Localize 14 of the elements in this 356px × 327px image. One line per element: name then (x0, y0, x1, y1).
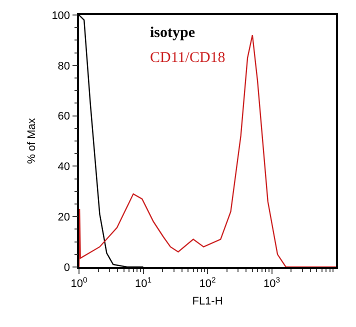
x-tick-label: 10$^{2}$ (199, 275, 216, 290)
y-tick-label: 100 (52, 10, 70, 22)
x-tick-label: 10$^{0}$ (70, 275, 88, 290)
y-tick-label: 0 (64, 262, 70, 274)
x-tick-label: 10$^{3}$ (263, 275, 280, 290)
y-axis-title: % of Max (26, 118, 38, 164)
x-axis-title: FL1-H (192, 296, 223, 308)
y-tick-label: 60 (58, 110, 70, 123)
x-tick-label: 10$^{1}$ (134, 275, 152, 290)
y-tick-label: 20 (58, 211, 70, 224)
y-tick-label: 40 (58, 161, 70, 174)
series-label: CD11/CD18 (150, 50, 226, 66)
text: isotype (150, 25, 196, 41)
y-tick-label: 80 (58, 60, 70, 72)
